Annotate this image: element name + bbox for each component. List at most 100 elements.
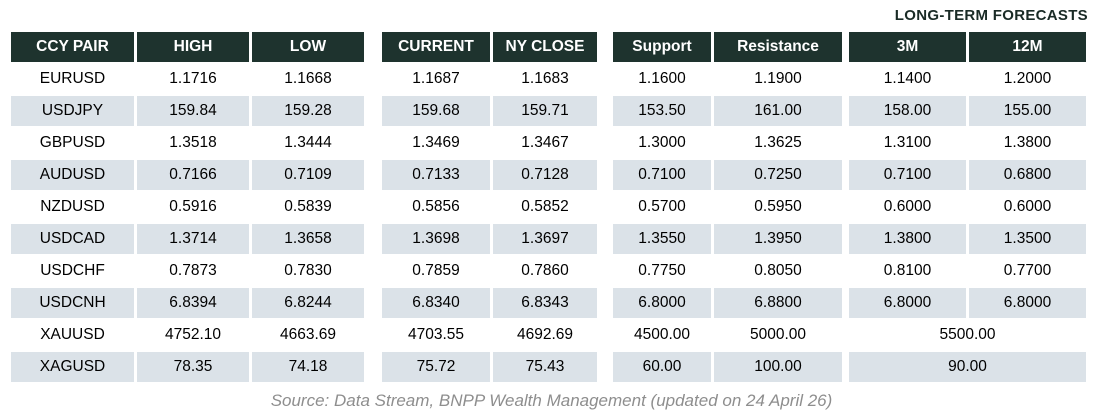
cell-resistance: 1.1900 — [714, 64, 842, 94]
table-row-usdcnh: USDCNH 6.8394 6.8244 6.8340 6.8343 6.800… — [11, 288, 1086, 318]
cell-current: 159.68 — [367, 96, 490, 126]
cell-ny-close: 0.7128 — [493, 160, 597, 190]
cell-low: 0.7109 — [252, 160, 364, 190]
cell-resistance: 5000.00 — [714, 320, 842, 350]
cell-high: 159.84 — [137, 96, 249, 126]
cell-12m: 155.00 — [969, 96, 1086, 126]
cell-3m: 0.6000 — [845, 192, 966, 222]
cell-current: 1.1687 — [367, 64, 490, 94]
cell-pair: EURUSD — [11, 64, 134, 94]
cell-current: 1.3469 — [367, 128, 490, 158]
cell-resistance: 0.5950 — [714, 192, 842, 222]
cell-resistance: 1.3625 — [714, 128, 842, 158]
cell-12m: 0.6800 — [969, 160, 1086, 190]
header-row: CCY PAIR HIGH LOW CURRENT NY CLOSE Suppo… — [11, 32, 1086, 62]
cell-long-term-merged: 90.00 — [845, 352, 1086, 382]
cell-current: 0.7859 — [367, 256, 490, 286]
cell-pair: NZDUSD — [11, 192, 134, 222]
cell-high: 0.7873 — [137, 256, 249, 286]
table-row-eurusd: EURUSD 1.1716 1.1668 1.1687 1.1683 1.160… — [11, 64, 1086, 94]
fx-forecast-table: CCY PAIR HIGH LOW CURRENT NY CLOSE Suppo… — [8, 30, 1089, 384]
col-header-low: LOW — [252, 32, 364, 62]
cell-high: 78.35 — [137, 352, 249, 382]
col-header-current: CURRENT — [367, 32, 490, 62]
cell-high: 1.3714 — [137, 224, 249, 254]
cell-low: 1.1668 — [252, 64, 364, 94]
cell-support: 0.7100 — [600, 160, 711, 190]
col-header-12m: 12M — [969, 32, 1086, 62]
cell-current: 1.3698 — [367, 224, 490, 254]
cell-3m: 1.1400 — [845, 64, 966, 94]
cell-high: 4752.10 — [137, 320, 249, 350]
cell-3m: 0.8100 — [845, 256, 966, 286]
cell-pair: GBPUSD — [11, 128, 134, 158]
cell-low: 74.18 — [252, 352, 364, 382]
forecast-title-bar: LONG-TERM FORECASTS — [0, 0, 1103, 30]
cell-ny-close: 1.3697 — [493, 224, 597, 254]
cell-support: 4500.00 — [600, 320, 711, 350]
cell-resistance: 1.3950 — [714, 224, 842, 254]
cell-long-term-merged: 5500.00 — [845, 320, 1086, 350]
table-row-xagusd: XAGUSD 78.35 74.18 75.72 75.43 60.00 100… — [11, 352, 1086, 382]
cell-current: 75.72 — [367, 352, 490, 382]
cell-support: 1.1600 — [600, 64, 711, 94]
cell-ny-close: 75.43 — [493, 352, 597, 382]
cell-current: 6.8340 — [367, 288, 490, 318]
cell-3m: 1.3800 — [845, 224, 966, 254]
cell-pair: USDJPY — [11, 96, 134, 126]
cell-current: 0.7133 — [367, 160, 490, 190]
cell-current: 4703.55 — [367, 320, 490, 350]
cell-support: 153.50 — [600, 96, 711, 126]
col-header-high: HIGH — [137, 32, 249, 62]
cell-ny-close: 6.8343 — [493, 288, 597, 318]
cell-support: 60.00 — [600, 352, 711, 382]
cell-12m: 6.8000 — [969, 288, 1086, 318]
cell-pair: XAGUSD — [11, 352, 134, 382]
cell-ny-close: 0.5852 — [493, 192, 597, 222]
cell-high: 6.8394 — [137, 288, 249, 318]
cell-ny-close: 1.1683 — [493, 64, 597, 94]
cell-low: 1.3444 — [252, 128, 364, 158]
cell-pair: USDCHF — [11, 256, 134, 286]
cell-low: 159.28 — [252, 96, 364, 126]
col-header-resistance: Resistance — [714, 32, 842, 62]
table-row-audusd: AUDUSD 0.7166 0.7109 0.7133 0.7128 0.710… — [11, 160, 1086, 190]
cell-current: 0.5856 — [367, 192, 490, 222]
cell-3m: 0.7100 — [845, 160, 966, 190]
long-term-forecasts-label: LONG-TERM FORECASTS — [894, 6, 1088, 24]
cell-high: 0.7166 — [137, 160, 249, 190]
col-header-ccy-pair: CCY PAIR — [11, 32, 134, 62]
cell-low: 4663.69 — [252, 320, 364, 350]
cell-12m: 1.3800 — [969, 128, 1086, 158]
source-note: Source: Data Stream, BNPP Wealth Managem… — [270, 391, 833, 410]
table-row-xauusd: XAUUSD 4752.10 4663.69 4703.55 4692.69 4… — [11, 320, 1086, 350]
cell-3m: 6.8000 — [845, 288, 966, 318]
cell-resistance: 0.7250 — [714, 160, 842, 190]
cell-resistance: 0.8050 — [714, 256, 842, 286]
cell-support: 0.7750 — [600, 256, 711, 286]
col-header-support: Support — [600, 32, 711, 62]
cell-3m: 1.3100 — [845, 128, 966, 158]
cell-ny-close: 0.7860 — [493, 256, 597, 286]
table-row-nzdusd: NZDUSD 0.5916 0.5839 0.5856 0.5852 0.570… — [11, 192, 1086, 222]
cell-12m: 0.7700 — [969, 256, 1086, 286]
col-header-3m: 3M — [845, 32, 966, 62]
col-header-ny-close: NY CLOSE — [493, 32, 597, 62]
cell-support: 1.3550 — [600, 224, 711, 254]
cell-high: 0.5916 — [137, 192, 249, 222]
cell-pair: XAUUSD — [11, 320, 134, 350]
cell-high: 1.1716 — [137, 64, 249, 94]
cell-12m: 1.3500 — [969, 224, 1086, 254]
cell-12m: 1.2000 — [969, 64, 1086, 94]
table-row-usdjpy: USDJPY 159.84 159.28 159.68 159.71 153.5… — [11, 96, 1086, 126]
cell-12m: 0.6000 — [969, 192, 1086, 222]
table-row-usdcad: USDCAD 1.3714 1.3658 1.3698 1.3697 1.355… — [11, 224, 1086, 254]
cell-resistance: 161.00 — [714, 96, 842, 126]
cell-low: 1.3658 — [252, 224, 364, 254]
cell-pair: AUDUSD — [11, 160, 134, 190]
cell-pair: USDCNH — [11, 288, 134, 318]
cell-support: 0.5700 — [600, 192, 711, 222]
cell-low: 0.5839 — [252, 192, 364, 222]
cell-ny-close: 159.71 — [493, 96, 597, 126]
